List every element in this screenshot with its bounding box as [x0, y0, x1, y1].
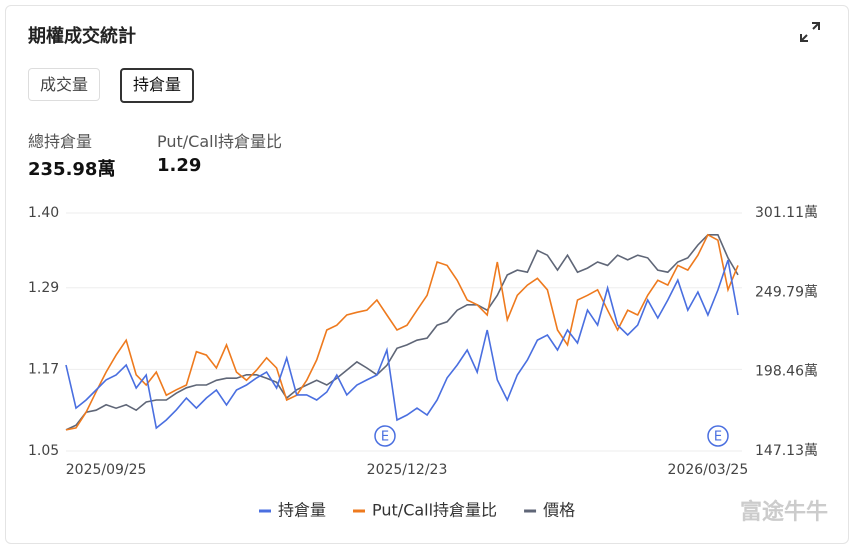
line-series — [65, 233, 739, 431]
y2-tick-label: 198.46萬 — [755, 364, 818, 380]
stat-value: 1.29 — [157, 155, 202, 176]
x-tick-label: 2025/09/25 — [66, 462, 147, 478]
title: 期權成交統計 — [28, 26, 136, 47]
y-tick-label: 1.40 — [28, 205, 59, 221]
y-tick-label: 1.17 — [28, 361, 59, 377]
event-marker-label: E — [714, 430, 722, 445]
y-tick-label: 1.05 — [28, 443, 59, 459]
stat-label: 總持倉量 — [28, 132, 93, 151]
tab-active[interactable]: 持倉量 — [120, 68, 195, 103]
legend-label: 持倉量 — [278, 501, 326, 520]
stat-value: 235.98萬 — [28, 159, 116, 180]
legend-label: Put/Call持倉量比 — [372, 501, 497, 520]
legend-label: 價格 — [543, 501, 575, 520]
card: 期權成交統計 成交量 持倉量 總持倉量 235.98萬 Put/Call持倉量比… — [5, 5, 849, 544]
stat-label: Put/Call持倉量比 — [157, 132, 283, 151]
x-tick-label: 2025/12/23 — [367, 462, 448, 478]
watermark: 富途牛牛 — [740, 499, 828, 525]
y-tick-label: 1.29 — [28, 280, 59, 296]
line-series — [65, 259, 739, 430]
expand-icon[interactable] — [798, 20, 822, 44]
y2-tick-label: 147.13萬 — [755, 443, 818, 459]
event-marker — [707, 425, 729, 447]
event-marker — [374, 425, 396, 447]
event-marker-label: E — [381, 430, 389, 445]
line-series — [65, 234, 739, 431]
x-tick-label: 2026/03/25 — [668, 462, 749, 478]
y2-tick-label: 249.79萬 — [755, 284, 818, 300]
y2-tick-label: 301.11萬 — [755, 205, 818, 221]
tab[interactable]: 成交量 — [28, 68, 101, 101]
